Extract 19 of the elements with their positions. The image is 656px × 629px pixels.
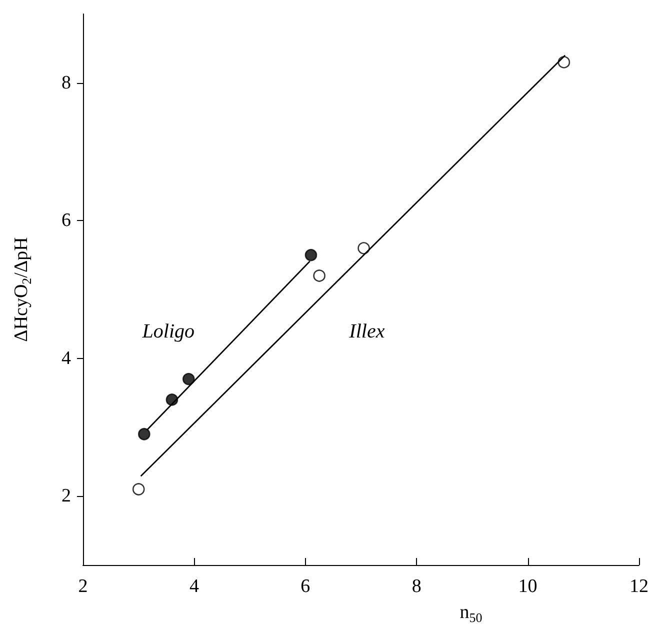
series-label: Loligo	[141, 320, 195, 343]
y-tick-label: 2	[62, 486, 71, 507]
point	[182, 372, 195, 386]
x-tick-label: 6	[300, 576, 310, 597]
text: Illex	[348, 320, 385, 343]
y-tick-label: 4	[62, 348, 72, 369]
y-axis-title: ΔHcyO2/ΔpH	[11, 236, 34, 342]
point	[304, 248, 318, 262]
point	[358, 242, 370, 254]
x-tick-label: 10	[518, 576, 538, 597]
x-tick-label: 12	[630, 576, 648, 597]
y-tick-label: 8	[62, 72, 71, 94]
x-tick-label: 8	[412, 576, 422, 597]
x-tick-label: 4	[189, 576, 200, 597]
point	[138, 428, 150, 440]
point	[132, 483, 145, 496]
x-tick-label: 2	[78, 576, 88, 597]
point	[313, 270, 326, 282]
y-tick-label: 6	[62, 210, 71, 232]
